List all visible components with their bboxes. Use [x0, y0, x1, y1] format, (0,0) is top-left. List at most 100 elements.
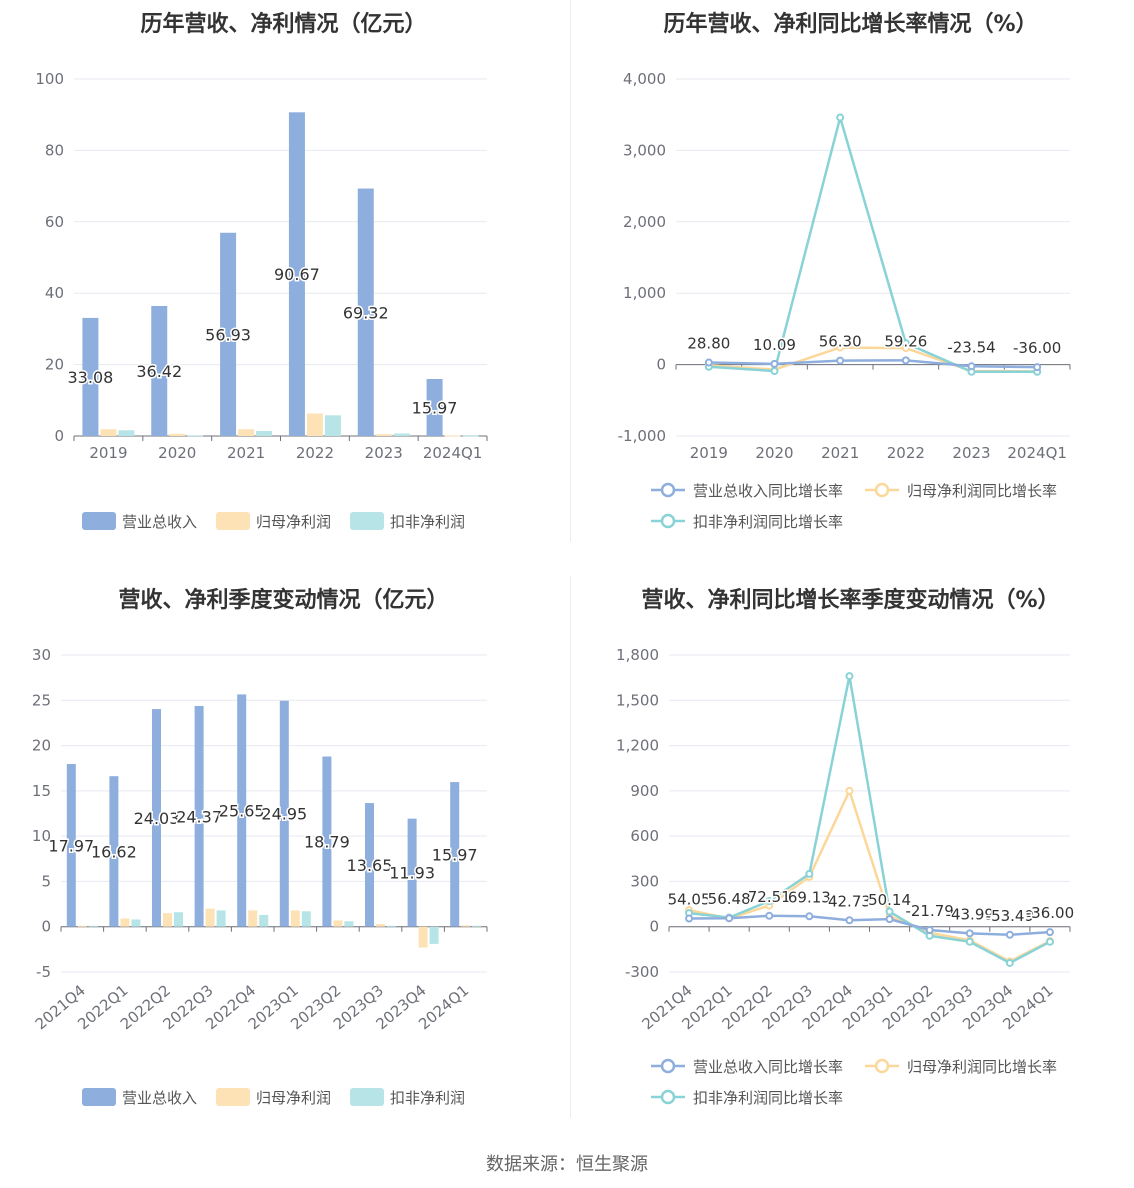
- y-tick-label: 1,800: [616, 646, 659, 664]
- data-label: 24.37: [176, 807, 222, 826]
- data-label: 24.03: [134, 809, 180, 828]
- data-point: [805, 912, 814, 921]
- quarterly-amounts-svg: -50510152025302021Q42022Q12022Q22022Q320…: [32, 646, 488, 1107]
- data-point: [1045, 928, 1054, 937]
- data-label: -53.49: [986, 907, 1034, 925]
- bar: [387, 925, 396, 927]
- bar: [306, 413, 323, 436]
- data-point: [885, 907, 894, 916]
- data-label: 42.73: [828, 892, 871, 910]
- y-tick-label: 40: [45, 284, 64, 302]
- bar: [187, 435, 204, 437]
- data-point: [765, 911, 774, 920]
- bar: [375, 434, 392, 436]
- legend-label: 营业总收入: [122, 1089, 197, 1107]
- bar: [118, 430, 135, 436]
- y-tick-label: 4,000: [623, 70, 666, 88]
- y-tick-label: 15: [32, 782, 51, 800]
- y-tick-label: 20: [45, 356, 64, 374]
- series-line: [708, 112, 1038, 373]
- legend-label: 归母净利润同比增长率: [907, 1058, 1057, 1076]
- bar: [418, 926, 428, 948]
- bar: [100, 429, 117, 436]
- data-label: -43.99: [946, 905, 994, 923]
- x-tick-label: 2020: [158, 444, 196, 462]
- x-tick-label: 2021: [821, 444, 859, 462]
- legend-label: 归母净利润: [256, 1089, 331, 1107]
- data-label: 56.30: [819, 333, 862, 351]
- bar: [120, 918, 130, 927]
- legend-swatch: [216, 1088, 250, 1106]
- y-tick-label: 600: [630, 827, 659, 845]
- chart-quarterly-amounts: 营收、净利季度变动情况（亿元） -5 0 5 10 15 20 25 30 2021Q4 2022…: [0, 576, 567, 1136]
- bar: [357, 188, 374, 436]
- y-tick-label: 3,000: [623, 141, 666, 159]
- y-tick-label: 1,000: [623, 284, 666, 302]
- data-label: 15.97: [432, 845, 478, 864]
- y-tick-label: 900: [630, 782, 659, 800]
- annual-amounts-svg: 0 20 40 60 80 100 2019 2020 2021 2022 2023 2024Q1 33…: [35, 70, 488, 531]
- data-point: [885, 915, 894, 924]
- y-tick-label: 0: [649, 918, 659, 936]
- data-label: -36.00: [1026, 904, 1074, 922]
- bar: [259, 914, 269, 927]
- chart-annual-amounts: 历年营收、净利情况（亿元） 0 20 40 60 80 100 2019 2020 2021 20…: [0, 0, 567, 560]
- bar: [152, 709, 161, 927]
- data-label: -21.79: [905, 902, 953, 920]
- data-point: [901, 339, 910, 348]
- bar: [462, 435, 479, 437]
- data-point: [845, 786, 854, 795]
- x-tick-label: 2019: [690, 444, 728, 462]
- data-label: 10.09: [753, 336, 796, 354]
- data-label: 13.65: [347, 856, 393, 875]
- legend-label: 归母净利润同比增长率: [907, 482, 1057, 500]
- bar: [77, 925, 87, 927]
- bar: [256, 431, 273, 436]
- bar: [279, 700, 289, 927]
- bar: [472, 925, 482, 927]
- data-point: [805, 869, 814, 878]
- x-tick-label: 2023: [365, 444, 403, 462]
- data-label: 11.93: [389, 864, 435, 883]
- bar: [429, 926, 439, 944]
- data-point: [845, 916, 854, 925]
- bar: [66, 763, 76, 927]
- chart-annual-growth: 历年营收、净利同比增长率情况（%） -1,000 0 1,000 2,000 3,000…: [567, 0, 1134, 560]
- bar: [131, 919, 141, 927]
- data-label: 28.80: [687, 335, 730, 353]
- bar: [194, 705, 204, 927]
- x-tick-label: 2024Q1: [423, 444, 483, 462]
- legend-label: 扣非净利润: [390, 1089, 465, 1107]
- bar: [333, 920, 343, 927]
- annual-growth-svg: -1,000 0 1,000 2,000 3,000 4,000 2019 2020 2021 2…: [618, 70, 1071, 531]
- y-tick-label: 0: [41, 918, 51, 936]
- data-label: 24.95: [261, 805, 307, 824]
- legend-label: 营业总收入同比增长率: [693, 482, 843, 500]
- bar: [344, 921, 354, 927]
- data-point: [725, 914, 734, 923]
- bar: [426, 378, 443, 436]
- x-tick-label: 2022: [296, 444, 334, 462]
- legend-label: 扣非净利润同比增长率: [693, 1089, 843, 1107]
- legend-marker: [660, 1058, 676, 1074]
- legend-label: 归母净利润: [256, 513, 331, 531]
- legend-marker: [660, 513, 676, 529]
- data-label: 69.32: [343, 303, 389, 322]
- data-point: [836, 356, 845, 365]
- data-point: [770, 359, 779, 368]
- chart-quarterly-growth: 营收、净利同比增长率季度变动情况（%） -300 0 300 600 900 1,200 1…: [567, 576, 1134, 1136]
- legend-marker: [874, 1058, 890, 1074]
- series-line: [688, 675, 1051, 965]
- legend-label: 营业总收入同比增长率: [693, 1058, 843, 1076]
- data-point: [1045, 937, 1054, 946]
- bar: [238, 429, 255, 436]
- bar: [82, 317, 99, 436]
- bar: [237, 694, 247, 927]
- bar: [301, 911, 311, 927]
- legend-marker: [874, 482, 890, 498]
- bar: [376, 923, 385, 927]
- data-point: [836, 343, 845, 352]
- data-label: 17.97: [48, 836, 94, 855]
- data-label: 90.67: [274, 265, 320, 284]
- bar: [288, 112, 305, 436]
